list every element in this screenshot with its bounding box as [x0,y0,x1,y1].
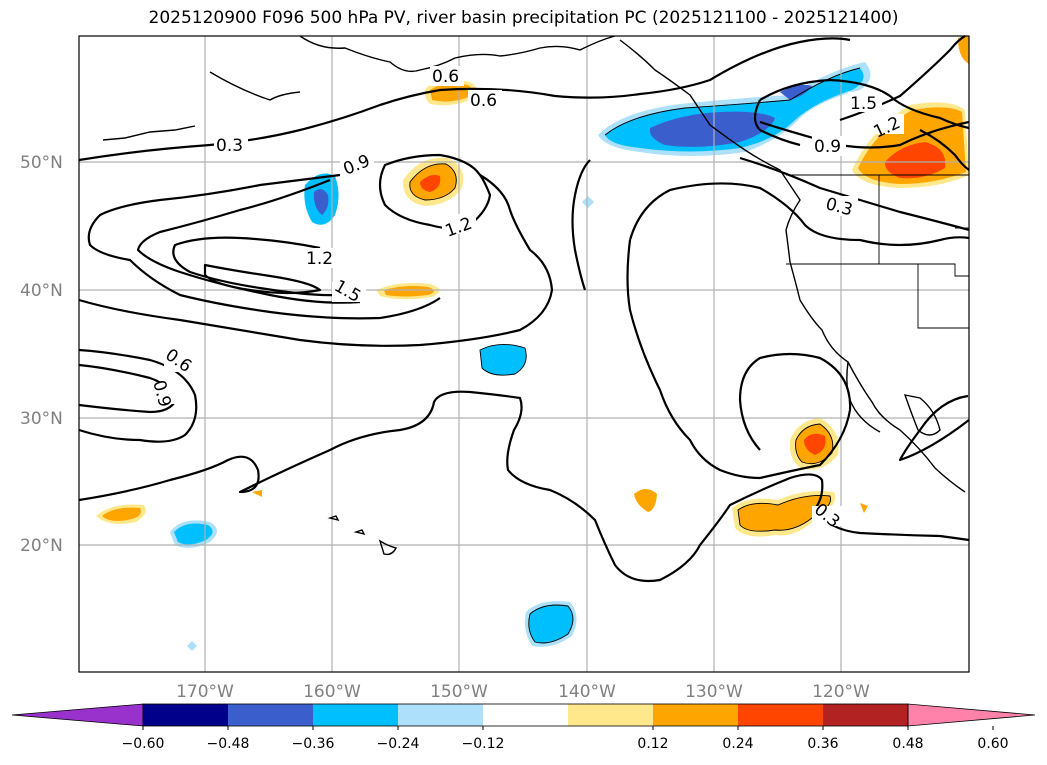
colorbar-tick-label: 0.48 [892,736,923,752]
colorbar-segment [568,704,653,726]
lon-label-160w: 160°W [303,682,361,702]
colorbar-tick-label: 0.12 [637,736,668,752]
colorbar: −0.60 −0.48 −0.36 −0.24 −0.12 0.12 0.24 0.36 0.4… [11,703,1036,752]
colorbar-tick-label: 0.36 [807,736,838,752]
colorbar-segment [653,704,738,726]
colorbar-segment [313,704,398,726]
lon-label-120w: 120°W [812,682,870,702]
lon-label-140w: 140°W [558,682,616,702]
lon-label-170w: 170°W [176,682,234,702]
colorbar-extend-min [11,703,144,727]
lat-label-50n: 50°N [20,153,63,173]
colorbar-frame [142,703,909,727]
colorbar-tick-label: 0.24 [722,736,753,752]
colorbar-segment [398,704,483,726]
map-frame [78,35,970,673]
lat-label-30n: 30°N [20,409,63,429]
colorbar-segment [483,704,568,726]
colorbar-tick-label: −0.60 [122,736,165,752]
colorbar-tick-label: −0.24 [377,736,420,752]
lat-labels: 50°N 40°N 30°N 20°N [20,153,63,556]
lat-label-20n: 20°N [20,536,63,556]
map-title: 2025120900 F096 500 hPa PV, river basin … [148,8,899,28]
colorbar-tick-label: 0.60 [977,736,1008,752]
contour-label-0.6: 0.6 [432,67,459,87]
colorbar-tick-label: −0.12 [462,736,505,752]
lon-labels: 170°W 160°W 150°W 140°W 130°W 120°W [176,682,870,702]
colorbar-segment [228,704,313,726]
lon-label-150w: 150°W [430,682,488,702]
contour-label-0.6: 0.6 [470,91,497,111]
colorbar-tick-label: −0.48 [207,736,250,752]
colorbar-segment [143,704,228,726]
colorbar-tick-label: −0.36 [292,736,335,752]
contour-label-1.2: 1.2 [306,249,333,269]
lon-label-130w: 130°W [685,682,743,702]
colorbar-extend-max [907,703,1036,727]
contour-label-0.9: 0.9 [814,137,841,157]
lat-label-40n: 40°N [20,281,63,301]
colorbar-segment [738,704,823,726]
contour-label-0.3: 0.3 [216,136,243,156]
contour-label-1.5: 1.5 [850,94,877,114]
colorbar-segment [823,704,908,726]
